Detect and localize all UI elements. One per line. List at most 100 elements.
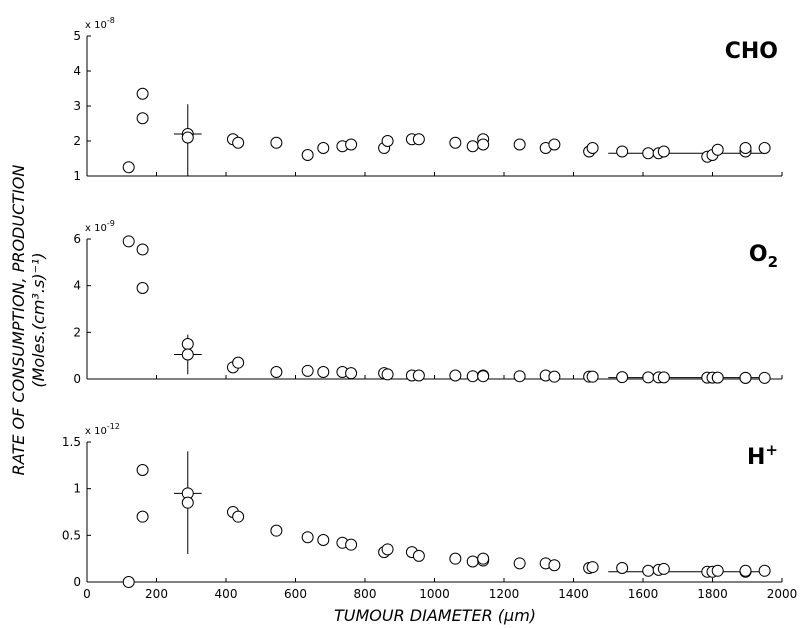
panel-3: 0 0.5 1 1.5 x 10-12 H+ [62,422,782,589]
x-tick-label: 1000 [419,587,450,601]
y-tick-label: 1.5 [62,435,81,449]
data-point [586,561,599,574]
x-tick-label: 1600 [628,587,659,601]
data-point [758,564,771,577]
panel-1: 1 2 3 4 5 x 10-8 CHO [73,16,782,183]
x-tick-label: 1200 [489,587,520,601]
y-axis-label-line1: RATE OF CONSUMPTION, PRODUCTION [9,165,28,476]
y-tick-label: 3 [73,99,81,113]
data-point [616,145,629,158]
data-point [711,564,724,577]
data-point [758,142,771,154]
data-point [466,370,479,383]
y-tick-label: 0 [73,575,81,589]
y-tick-label: 0.5 [62,528,81,542]
y-multiplier: x 10-8 [85,16,115,31]
data-point [181,338,194,350]
data-point [232,510,245,523]
data-point [122,235,135,248]
data-point [477,138,490,151]
y-tick-label: 5 [73,29,81,43]
data-point [181,496,194,509]
data-point [739,564,752,577]
data-point [301,531,314,544]
data-point [657,371,670,384]
data-point [136,243,149,256]
y-tick-label: 0 [73,372,81,386]
data-point [412,369,425,382]
data-point [513,138,526,151]
data-point [232,136,245,149]
y-tick-label: 2 [73,325,81,339]
y-tick-label: 4 [73,64,81,78]
data-point [181,131,194,144]
data-point [136,282,149,294]
data-point [477,370,490,383]
y-axis-label-line2: (Moles.(cm³.s)⁻¹) [29,252,48,387]
data-point [711,371,724,384]
data-point [381,543,394,556]
panels: 1 2 3 4 5 x 10-8 CHO 0 2 4 6 x 10-9 O2 0 0.5 1 1.5 x 10-1… [62,16,782,589]
data-point [232,356,245,369]
data-point [642,371,655,384]
data-point [642,564,655,577]
x-tick-label: 2000 [767,587,798,601]
data-point [711,143,724,156]
data-point [642,147,655,160]
data-point [412,549,425,562]
data-point [449,552,462,565]
data-point [657,562,670,575]
x-axis-label: TUMOUR DIAMETER (μm) [334,606,536,625]
data-point [466,140,479,153]
x-tick-label: 400 [215,587,238,601]
y-tick-label: 1 [73,482,81,496]
data-point [381,368,394,381]
y-tick-label: 6 [73,232,81,246]
y-tick-label: 4 [73,279,81,293]
x-tick-label: 800 [354,587,377,601]
panel-2: 0 2 4 6 x 10-9 O2 [73,219,782,386]
y-axis-label-group: RATE OF CONSUMPTION, PRODUCTION (Moles.(… [9,165,48,476]
x-tick-label: 1400 [558,587,589,601]
data-point [586,142,599,154]
data-point [477,552,490,565]
data-point [449,136,462,149]
data-point [412,133,425,146]
data-point [758,371,771,384]
data-point [345,367,358,380]
data-point [548,559,561,572]
data-point [616,562,629,574]
y-tick-label: 2 [73,134,81,148]
data-point [548,138,561,151]
y-multiplier: x 10-12 [85,422,120,437]
x-tick-label: 600 [284,587,307,601]
data-point [136,87,149,100]
data-point [136,464,149,476]
data-point [657,145,670,158]
panel-label: O2 [749,242,778,271]
panel-label: CHO [725,39,778,64]
data-point [181,348,194,361]
data-point [270,366,283,378]
panel-label: H+ [747,441,778,470]
data-point [317,534,330,546]
x-tick-label: 1800 [697,587,728,601]
data-point [586,370,599,383]
data-point [301,364,314,377]
x-axis-ticks: 0 200 400 600 800 1000 1200 1400 1600 1800 2000 [83,172,797,601]
data-point [301,149,314,161]
x-tick-label: 0 [83,587,91,601]
x-tick-label: 200 [145,587,168,601]
data-point [136,510,149,523]
data-point [317,142,330,154]
data-point [345,538,358,551]
data-point [739,142,752,154]
data-point [513,370,526,383]
data-point [616,371,629,384]
data-point [466,555,479,568]
data-point [317,366,330,378]
data-point [270,136,283,149]
y-tick-label: 1 [73,169,81,183]
data-point [449,369,462,382]
